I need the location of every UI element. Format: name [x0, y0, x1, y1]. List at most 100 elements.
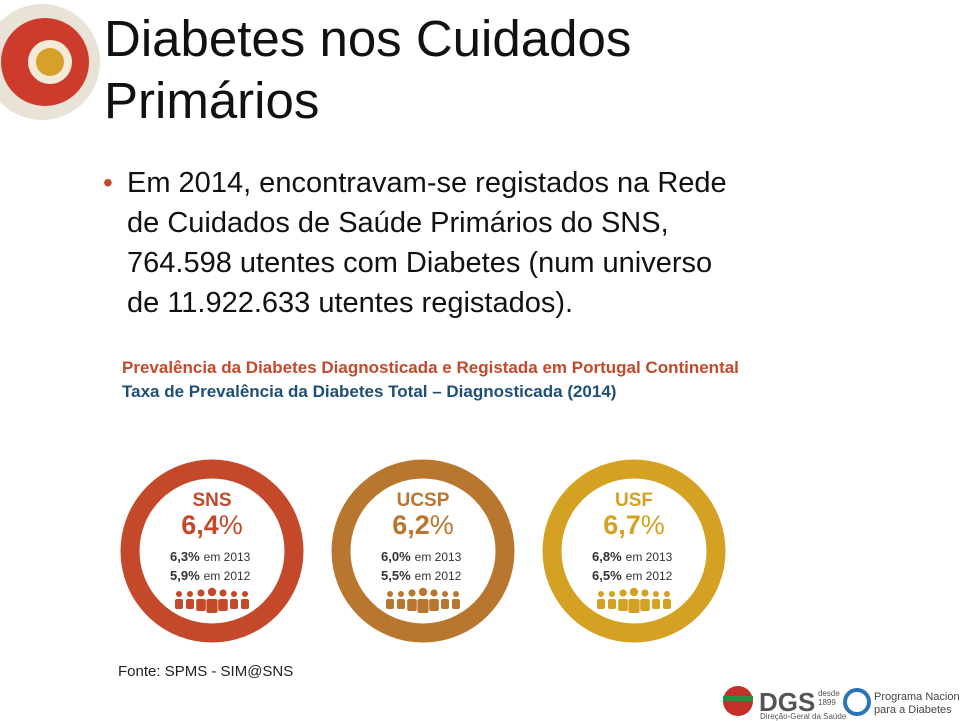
person-icon [407, 599, 417, 611]
person-icon [398, 591, 404, 597]
circle-name: UCSP [397, 490, 450, 511]
history: 6,5% em 2012 [592, 568, 673, 583]
infographic-subtitle: Taxa de Prevalência da Diabetes Total – … [122, 382, 616, 401]
person-icon [609, 591, 615, 597]
bullet-text: Em 2014, encontravam-se registados na Re… [127, 167, 727, 319]
bullet-line: 764.598 utentes com Diabetes (num univer… [127, 247, 712, 279]
person-icon [598, 591, 604, 597]
person-icon [196, 599, 206, 611]
person-icon [453, 591, 459, 597]
infographic-title: Prevalência da Diabetes Diagnosticada e … [122, 358, 739, 377]
history-label: em 2012 [626, 569, 673, 583]
history-value: 5,9% [170, 568, 200, 583]
history-value: 5,5% [381, 568, 411, 583]
person-icon [618, 599, 628, 611]
circle-value: 6,7% [603, 510, 665, 540]
person-icon [652, 599, 660, 609]
person-icon [628, 599, 640, 613]
dgs-since: desde [818, 689, 840, 698]
dgs-text: DGS [759, 687, 815, 717]
title: Diabetes nos Cuidados [104, 10, 631, 67]
history-label: em 2012 [204, 569, 251, 583]
ring [331, 459, 515, 643]
person-icon [206, 599, 218, 613]
history: 5,5% em 2012 [381, 568, 462, 583]
value: 6,4 [181, 510, 219, 540]
history-label: em 2013 [415, 550, 462, 564]
person-icon [417, 599, 429, 613]
person-icon [197, 589, 205, 597]
person-icon [619, 589, 627, 597]
dgs-since: 1899 [818, 698, 836, 707]
history: 6,0% em 2013 [381, 549, 462, 564]
ring [120, 459, 304, 643]
person-icon [397, 599, 405, 609]
person-icon [231, 591, 237, 597]
bullet-line: Em 2014, encontravam-se registados na Re… [127, 167, 727, 199]
history: 6,3% em 2013 [170, 549, 251, 564]
value: 6,7 [603, 510, 641, 540]
person-icon [641, 589, 649, 597]
person-icon [408, 589, 416, 597]
pnd-logo: Programa Nacional para a Diabetes [843, 688, 960, 716]
person-icon [218, 599, 228, 611]
person-icon [441, 599, 449, 609]
person-icon [176, 591, 182, 597]
pnd-text: Programa Nacional [874, 691, 960, 703]
person-icon [219, 589, 227, 597]
person-icon [187, 591, 193, 597]
circle-value: 6,4% [181, 510, 243, 540]
circle-value: 6,2% [392, 510, 454, 540]
unit: % [430, 510, 454, 540]
corner-logo [0, 4, 100, 120]
history-label: em 2013 [626, 550, 673, 564]
unit: % [219, 510, 243, 540]
dgs-name: Direção-Geral da Saúde [760, 712, 847, 721]
history: 6,8% em 2013 [592, 549, 673, 564]
person-icon [442, 591, 448, 597]
circle-name: USF [615, 490, 653, 511]
person-icon [429, 599, 439, 611]
person-icon [653, 591, 659, 597]
person-icon [640, 599, 650, 611]
history-label: em 2013 [204, 550, 251, 564]
circle-name: SNS [192, 490, 231, 511]
dgs-logo: DGS desde 1899 Direção-Geral da Saúde [723, 686, 847, 721]
person-icon [186, 599, 194, 609]
person-icon [452, 599, 460, 609]
person-icon [430, 589, 438, 597]
bullet-line: de 11.922.633 utentes registados). [127, 287, 573, 319]
value: 6,2 [392, 510, 430, 540]
history-value: 6,3% [170, 549, 200, 564]
person-icon [242, 591, 248, 597]
history-value: 6,5% [592, 568, 622, 583]
person-icon [608, 599, 616, 609]
history-value: 6,0% [381, 549, 411, 564]
person-icon [386, 599, 394, 609]
person-icon [387, 591, 393, 597]
bullet-dot: • [103, 167, 113, 198]
source: Fonte: SPMS - SIM@SNS [118, 663, 293, 680]
unit: % [641, 510, 665, 540]
history-value: 6,8% [592, 549, 622, 564]
person-icon [663, 599, 671, 609]
ring [542, 459, 726, 643]
person-icon [597, 599, 605, 609]
bullet-line: de Cuidados de Saúde Primários do SNS, [127, 207, 669, 239]
person-icon [175, 599, 183, 609]
person-icon [207, 587, 217, 597]
person-icon [418, 587, 428, 597]
history-label: em 2012 [415, 569, 462, 583]
title: Primários [104, 72, 319, 129]
person-icon [629, 587, 639, 597]
history: 5,9% em 2012 [170, 568, 251, 583]
person-icon [664, 591, 670, 597]
person-icon [230, 599, 238, 609]
pnd-text: para a Diabetes [874, 704, 952, 716]
person-icon [241, 599, 249, 609]
